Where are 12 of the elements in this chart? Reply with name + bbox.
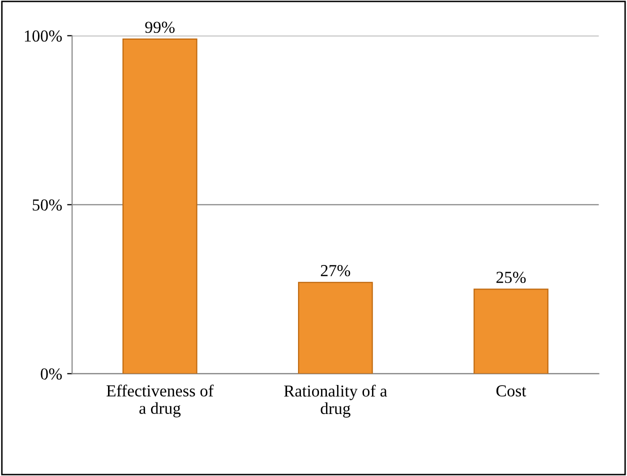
bar <box>474 288 548 374</box>
bar <box>298 282 373 374</box>
x-tick-label: Rationality of a drug <box>284 384 388 418</box>
y-tick-label: 50% <box>32 199 62 211</box>
y-tick-label: 100% <box>24 30 62 42</box>
data-label: 99% <box>145 22 175 33</box>
data-label: 27% <box>320 265 350 276</box>
x-tick-label: Effectiveness of a drug <box>106 384 214 418</box>
x-tick-label: Cost <box>496 385 526 396</box>
data-label: 25% <box>496 272 526 284</box>
y-tick-label: 0% <box>40 368 62 380</box>
bar <box>122 38 198 374</box>
